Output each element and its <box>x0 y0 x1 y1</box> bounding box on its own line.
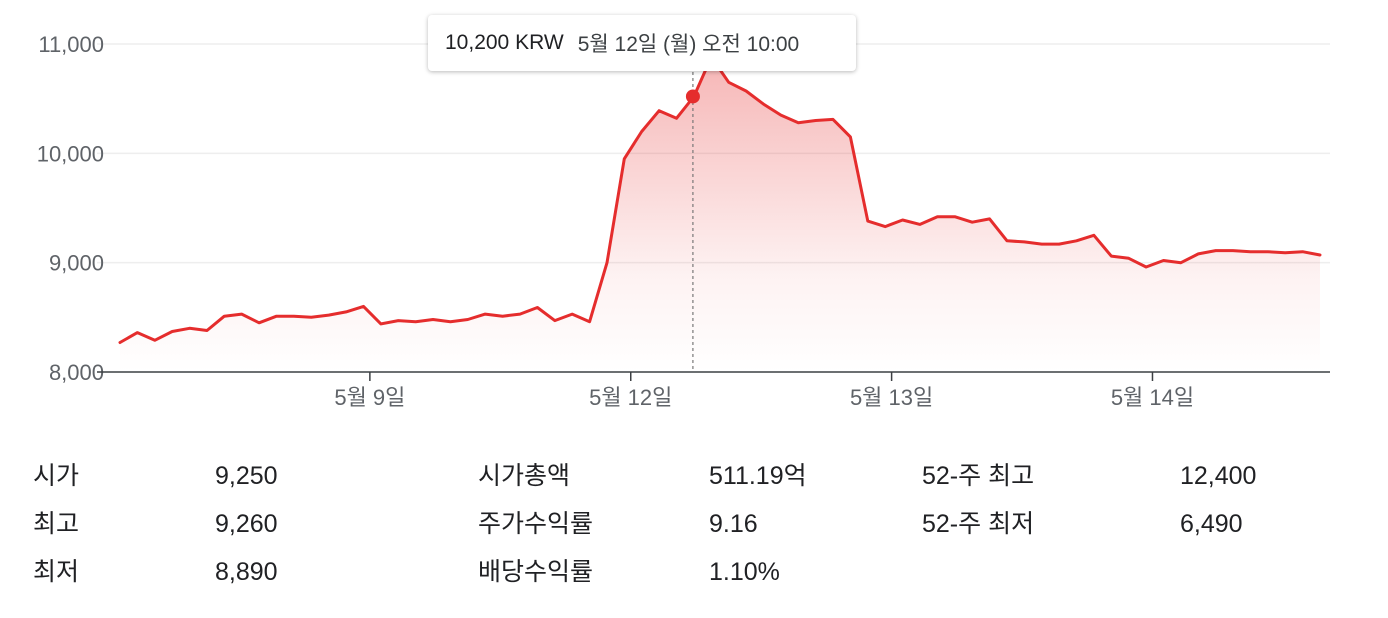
stat-label-low: 최저 <box>33 558 80 586</box>
y-tick-label: 10,000 <box>37 141 104 166</box>
price-area-fill <box>120 57 1320 372</box>
stat-value-52wk-low: 6,490 <box>1180 510 1243 538</box>
stat-label-dividend-yield: 배당수익률 <box>478 558 594 586</box>
stat-value-low: 8,890 <box>215 558 278 586</box>
x-tick-label: 5월 14일 <box>1111 385 1194 410</box>
y-tick-label: 11,000 <box>38 32 104 57</box>
tooltip-date: 5월 12일 (월) 오전 10:00 <box>577 33 800 56</box>
price-tooltip: 10,200 KRW 5월 12일 (월) 오전 10:00 <box>428 15 856 71</box>
hover-point <box>685 89 700 104</box>
x-tick-label: 5월 12일 <box>589 385 672 410</box>
hover-indicator <box>685 72 700 372</box>
stat-label-market-cap: 시가총액 <box>478 462 571 490</box>
stat-label-52wk-low: 52-주 최저 <box>922 510 1035 538</box>
stat-label-high: 최고 <box>33 510 80 538</box>
stat-value-dividend-yield: 1.10% <box>709 558 780 586</box>
price-chart[interactable]: 8,000 9,000 10,000 11,000 5월 9일 5월 12일 5월 13일… <box>0 0 1388 440</box>
stat-value-market-cap: 511.19억 <box>709 462 807 490</box>
stat-value-open: 9,250 <box>215 462 278 490</box>
y-tick-label: 8,000 <box>49 360 104 385</box>
y-axis-labels: 8,000 9,000 10,000 11,000 <box>37 32 104 385</box>
x-tick-label: 5월 13일 <box>850 385 933 410</box>
stat-value-52wk-high: 12,400 <box>1180 462 1257 490</box>
stat-value-high: 9,260 <box>215 510 278 538</box>
stats-table: 시가 9,250 최고 9,260 최저 8,890 시가총액 511.19억 … <box>0 452 1388 602</box>
price-area <box>120 57 1320 372</box>
stat-label-open: 시가 <box>33 462 80 490</box>
x-tick-label: 5월 9일 <box>334 385 405 410</box>
stat-label-52wk-high: 52-주 최고 <box>922 462 1035 490</box>
tooltip-price: 10,200 KRW <box>445 31 564 54</box>
y-tick-label: 9,000 <box>49 251 104 276</box>
x-axis: 5월 9일 5월 12일 5월 13일 5월 14일 <box>97 371 1330 410</box>
stat-label-pe-ratio: 주가수익률 <box>478 510 594 538</box>
stat-value-pe-ratio: 9.16 <box>709 510 758 538</box>
